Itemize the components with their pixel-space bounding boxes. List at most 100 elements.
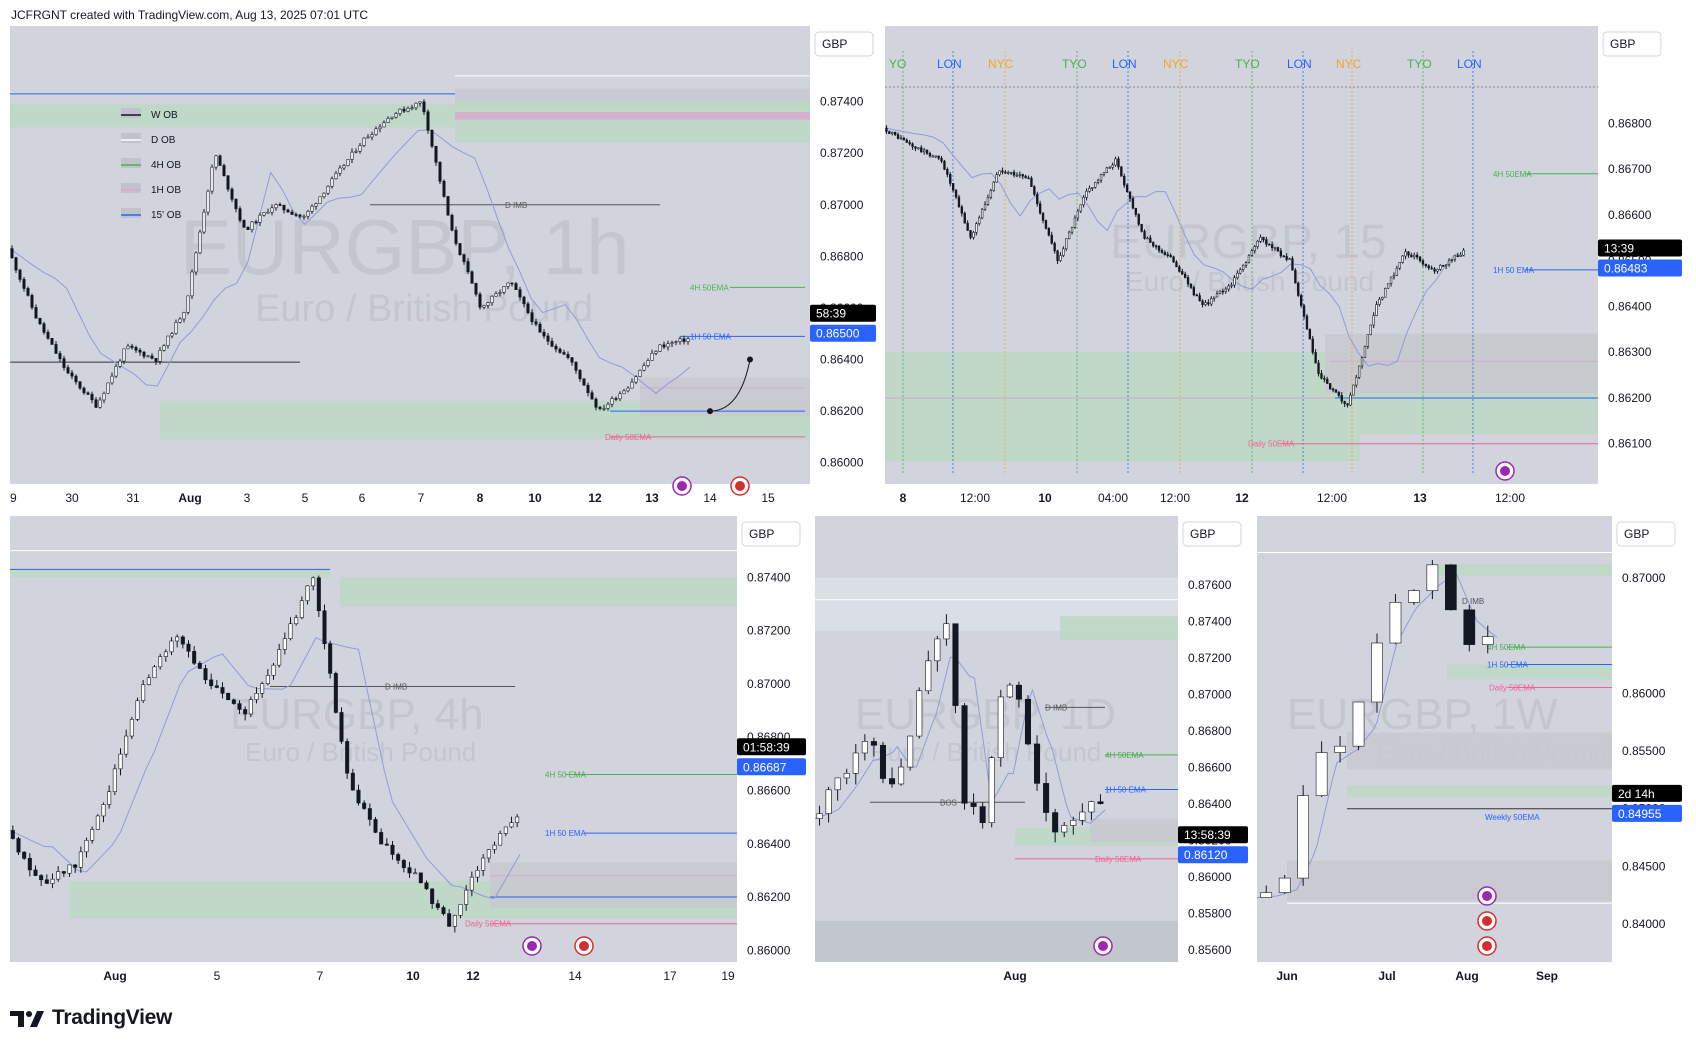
candle — [1239, 267, 1242, 275]
candle — [362, 800, 367, 810]
candle — [1278, 874, 1291, 894]
time-axis[interactable] — [885, 484, 1598, 510]
candle — [1328, 383, 1332, 390]
candle — [1018, 171, 1022, 178]
candle — [1021, 173, 1024, 180]
candle — [1352, 701, 1365, 751]
candle-body — [978, 217, 981, 224]
candle-body — [126, 345, 130, 350]
candle — [1334, 736, 1346, 763]
event-icon-dot — [677, 481, 687, 491]
y-tick-label: 0.87000 — [820, 198, 864, 212]
candle — [852, 743, 859, 785]
candle — [983, 201, 987, 211]
currency-button[interactable] — [1602, 31, 1662, 57]
price-axis[interactable] — [1612, 516, 1686, 988]
legend-label: W OB — [151, 110, 178, 121]
countdown-tag — [1178, 826, 1248, 844]
annotation-label: D IMB — [385, 683, 407, 692]
chart-panel-15m[interactable]: EURGBP, 15 Euro / British Pound YO LON NYC TY… — [885, 26, 1686, 510]
candle — [1334, 389, 1338, 393]
time-axis[interactable] — [10, 962, 737, 988]
time-axis[interactable] — [1257, 962, 1612, 988]
candle-body — [10, 830, 15, 839]
candle-body — [39, 875, 44, 881]
candle — [885, 125, 888, 135]
candle-body — [135, 700, 140, 720]
candle-body — [1044, 220, 1048, 229]
candle-body — [1413, 254, 1416, 258]
chart-panel-4h[interactable]: EURGBP, 4h Euro / British Pound D IMB 4H 50… — [10, 516, 810, 988]
candle-body — [1050, 234, 1053, 244]
candle-body — [422, 101, 426, 113]
candle — [1444, 264, 1448, 270]
candle — [475, 865, 480, 883]
candle-body — [970, 802, 977, 807]
candle-body — [398, 108, 402, 114]
y-tick-label: 0.86800 — [1608, 116, 1652, 130]
currency-button[interactable] — [814, 31, 874, 57]
4h-ob-zone-top — [1427, 564, 1612, 576]
candle — [526, 301, 530, 315]
tradingview-logo[interactable]: TradingView — [10, 1004, 172, 1032]
candle — [430, 888, 435, 909]
candle-body — [509, 822, 514, 828]
candle — [1079, 803, 1086, 826]
candle-body — [594, 398, 598, 408]
price-axis[interactable] — [810, 26, 880, 510]
candle-body — [1276, 247, 1280, 252]
candle-body — [931, 155, 935, 158]
candle — [129, 716, 134, 740]
candle-body — [1070, 227, 1074, 233]
chart-panel-1d[interactable]: EURGBP, 1D Euro / British Pound D IMB BOS 4H… — [815, 516, 1252, 988]
candle — [424, 880, 429, 890]
annotation-label: 4H 50EMA — [690, 283, 729, 292]
candle-body — [506, 282, 510, 287]
candle-body — [462, 254, 466, 262]
candle-body — [14, 257, 18, 271]
event-icon-dot — [735, 481, 745, 491]
currency-button[interactable] — [1616, 521, 1676, 547]
1h-ob-zone-top — [455, 111, 810, 120]
candle — [434, 145, 438, 166]
candle — [298, 213, 302, 219]
time-axis[interactable] — [815, 962, 1178, 988]
candle — [166, 335, 170, 349]
candle — [1120, 166, 1123, 177]
candle — [435, 899, 440, 911]
candle — [954, 189, 958, 200]
candle-body — [316, 577, 321, 612]
price-axis[interactable] — [1178, 516, 1252, 988]
candle — [940, 155, 943, 164]
candle — [1459, 252, 1462, 257]
candle-body — [983, 204, 987, 210]
candle — [486, 848, 491, 863]
x-tick-label: 30 — [65, 491, 79, 505]
ema-line — [815, 656, 1106, 824]
candle — [18, 268, 22, 283]
candle-body — [242, 219, 246, 228]
candle-body — [1352, 701, 1365, 747]
y-tick-label: 0.86300 — [1608, 345, 1652, 359]
countdown-tag-label: 58:39 — [816, 307, 846, 321]
chart-watermark-subtitle: Euro / British Pound — [255, 288, 593, 330]
candle — [1421, 258, 1425, 267]
candle — [288, 617, 293, 641]
candle — [1430, 265, 1433, 270]
candle — [861, 734, 868, 761]
candle — [928, 151, 932, 158]
candle-body — [438, 162, 442, 182]
candle — [27, 853, 32, 877]
candle-body — [550, 340, 554, 347]
chart-panel-1h[interactable]: EURGBP, 1h Euro / British Pound D IMB 4H 50… — [10, 26, 880, 510]
candle-body — [270, 207, 274, 213]
candle — [1088, 800, 1095, 821]
candle — [66, 365, 70, 375]
currency-button[interactable] — [741, 521, 801, 547]
y-tick-label: 0.86600 — [1188, 761, 1232, 775]
candle — [510, 282, 514, 287]
x-tick-label: 10 — [528, 491, 542, 505]
currency-button[interactable] — [1182, 521, 1242, 547]
